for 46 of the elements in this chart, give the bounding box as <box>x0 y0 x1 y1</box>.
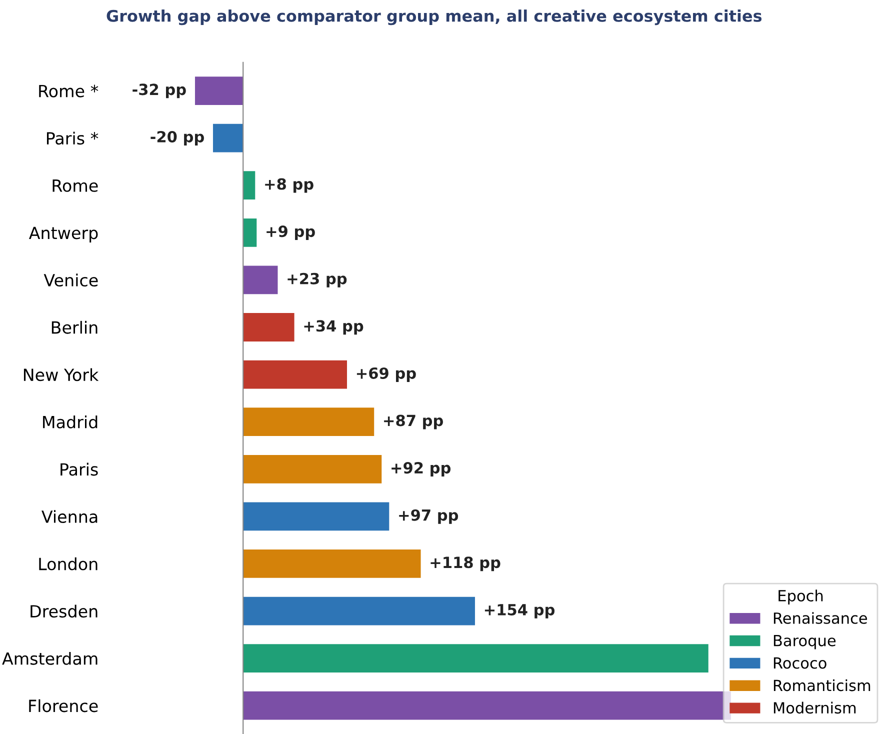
data-label: -32 pp <box>132 84 186 98</box>
data-label: +69 pp <box>356 367 416 382</box>
y-tick-label: Madrid <box>43 416 98 428</box>
data-label: +118 pp <box>430 556 500 572</box>
y-tick-label: Amsterdam <box>2 652 98 665</box>
bar <box>243 502 390 531</box>
y-tick-label: Paris <box>60 462 98 476</box>
y-tick-label: Venice <box>44 274 98 287</box>
legend-label: Renaissance <box>774 612 868 624</box>
legend-label: Rococo <box>774 657 826 669</box>
legend-label: Modernism <box>774 702 856 714</box>
data-label: +154 pp <box>484 604 555 618</box>
bar <box>243 644 708 673</box>
data-label: +23 pp <box>288 272 347 288</box>
legend-label: Romanticism <box>774 679 870 692</box>
data-label: +87 pp <box>384 414 443 430</box>
bar <box>243 313 294 342</box>
bar <box>212 124 244 152</box>
bar <box>243 454 382 484</box>
y-tick-label: Vienna <box>42 510 98 524</box>
bar <box>243 171 256 200</box>
y-tick-label: Rome * <box>39 84 98 98</box>
y-tick-label: New York <box>24 368 99 382</box>
bar <box>243 550 421 578</box>
y-tick-label: London <box>39 557 98 570</box>
y-tick-label: Berlin <box>52 320 98 334</box>
data-label: +92 pp <box>392 462 451 477</box>
bar <box>243 218 257 247</box>
bar <box>243 408 374 436</box>
data-label: +97 pp <box>399 509 458 524</box>
y-tick-label: Paris * <box>46 132 98 145</box>
data-label: -20 pp <box>150 130 204 146</box>
data-label: +34 pp <box>304 320 364 335</box>
y-tick-label: Antwerp <box>28 226 98 242</box>
bar <box>194 76 244 105</box>
bar <box>243 596 475 626</box>
data-label: +9 pp <box>266 226 315 240</box>
legend-label: Baroque <box>774 634 836 650</box>
legend-title: Epoch <box>778 590 823 604</box>
data-label: +8 pp <box>265 178 314 193</box>
bar <box>243 266 278 294</box>
chart-title: Growth gap above comparator group mean, all creative ecosystem cities <box>106 10 762 26</box>
y-tick-label: Rome <box>52 180 98 192</box>
y-tick-label: Florence <box>29 699 98 712</box>
y-tick-label: Dresden <box>30 604 98 618</box>
bar <box>243 360 347 389</box>
